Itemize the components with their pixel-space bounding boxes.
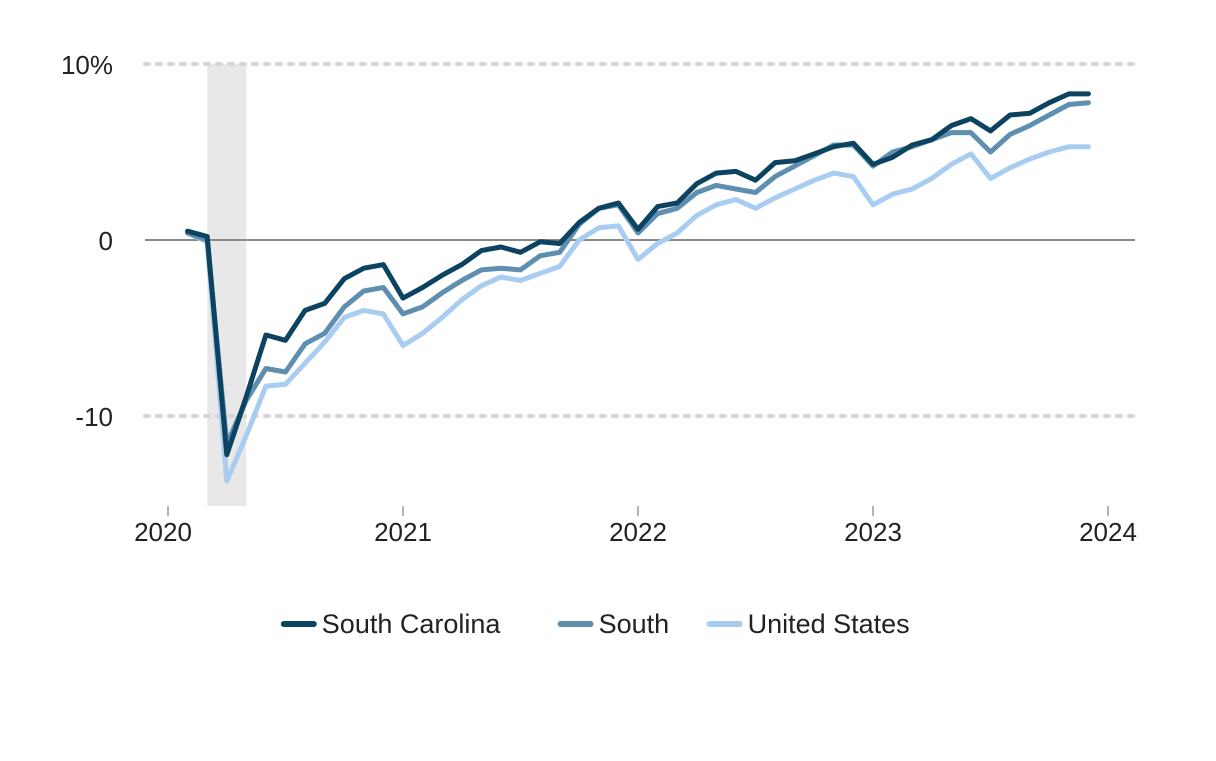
x-axis-ticks: 2020 2021 2022 2023 2024: [134, 506, 1137, 547]
x-tick-label: 2022: [609, 517, 667, 547]
x-tick-label: 2024: [1079, 517, 1137, 547]
x-tick-label: 2023: [844, 517, 902, 547]
legend-label-south: South: [599, 609, 670, 639]
series-line-south-carolina: [185, 91, 1091, 458]
legend: South Carolina South United States: [280, 609, 910, 639]
series-line-south: [185, 100, 1091, 447]
y-tick-label: 10%: [61, 50, 113, 80]
x-tick-label: 2021: [374, 517, 432, 547]
y-axis-tick-labels: 10% 0 -10: [61, 50, 113, 432]
x-tick-label: 2020: [134, 517, 192, 547]
series-lines: [185, 91, 1091, 484]
y-tick-label: 0: [99, 226, 113, 256]
y-tick-label: -10: [75, 402, 113, 432]
gridlines: [143, 62, 1137, 418]
legend-label-south-carolina: South Carolina: [322, 609, 502, 639]
legend-label-united-states: United States: [748, 609, 910, 639]
series-line-united-states: [185, 144, 1091, 484]
